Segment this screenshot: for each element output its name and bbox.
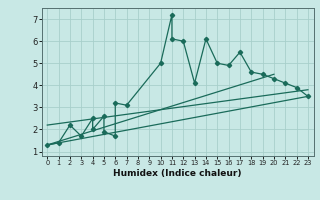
X-axis label: Humidex (Indice chaleur): Humidex (Indice chaleur) [113,169,242,178]
